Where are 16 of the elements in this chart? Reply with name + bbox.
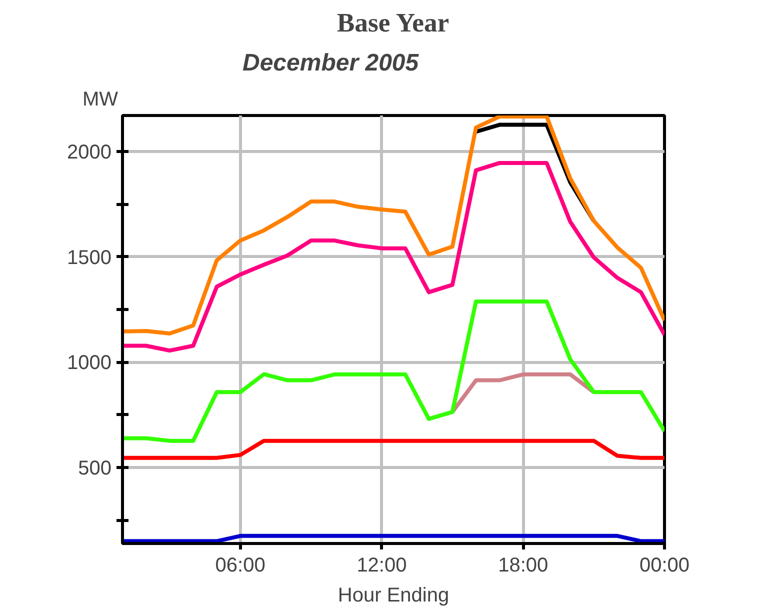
y-axis-title: MW [82,88,118,110]
chart-title: Base Year [336,8,450,38]
y-tick-label: 1500 [67,246,112,269]
line-series [122,438,664,460]
y-tick-label: 2000 [67,141,112,164]
x-tick-label: 12:00 [356,554,407,576]
y-tick-label: 1000 [67,352,112,374]
x-tick-label: 00:00 [639,554,690,576]
line-series [122,299,664,443]
x-axis-title: Hour Ending [338,584,450,606]
y-tick-label: 500 [78,458,112,480]
x-tick-label: 06:00 [215,554,266,576]
chart-subtitle: December 2005 [242,50,420,76]
line-series [122,116,664,336]
x-tick-label: 18:00 [498,554,548,576]
line-series [122,160,664,353]
